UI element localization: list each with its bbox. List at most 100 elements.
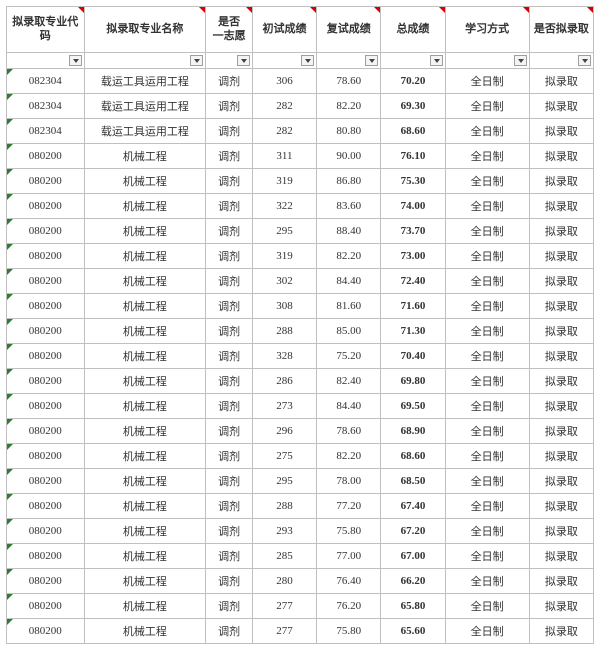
cell-major: 机械工程 [84, 294, 206, 319]
col-header-major[interactable]: 拟录取专业名称 [84, 7, 206, 53]
filter-row [7, 53, 594, 69]
cell-mode: 全日制 [445, 544, 529, 569]
cell-major: 载运工具运用工程 [84, 69, 206, 94]
cell-code: 080200 [7, 244, 85, 269]
cell-total: 67.00 [381, 544, 445, 569]
cell-mode: 全日制 [445, 69, 529, 94]
cell-wish: 调剂 [206, 419, 253, 444]
cell-wish: 调剂 [206, 144, 253, 169]
filter-dropdown-icon[interactable] [365, 55, 378, 66]
cell-retest: 82.20 [317, 94, 381, 119]
cell-mode: 全日制 [445, 144, 529, 169]
table-row: 080200机械工程调剂31982.2073.00全日制拟录取 [7, 244, 594, 269]
col-header-total[interactable]: 总成绩 [381, 7, 445, 53]
cell-mode: 全日制 [445, 519, 529, 544]
cell-major: 机械工程 [84, 319, 206, 344]
cell-wish: 调剂 [206, 69, 253, 94]
cell-mode: 全日制 [445, 344, 529, 369]
table-row: 082304载运工具运用工程调剂28280.8068.60全日制拟录取 [7, 119, 594, 144]
cell-total: 68.90 [381, 419, 445, 444]
cell-retest: 78.60 [317, 419, 381, 444]
col-header-label: 初试成绩 [262, 23, 306, 37]
col-header-prelim[interactable]: 初试成绩 [252, 7, 316, 53]
cell-retest: 82.40 [317, 369, 381, 394]
cell-major: 机械工程 [84, 244, 206, 269]
table-row: 080200机械工程调剂32283.6074.00全日制拟录取 [7, 194, 594, 219]
cell-major: 机械工程 [84, 544, 206, 569]
cell-retest: 78.60 [317, 69, 381, 94]
cell-prelim: 282 [252, 94, 316, 119]
cell-code: 080200 [7, 469, 85, 494]
cell-total: 65.60 [381, 619, 445, 644]
col-header-retest[interactable]: 复试成绩 [317, 7, 381, 53]
col-header-mode[interactable]: 学习方式 [445, 7, 529, 53]
cell-code: 080200 [7, 594, 85, 619]
cell-status: 拟录取 [529, 544, 593, 569]
cell-prelim: 286 [252, 369, 316, 394]
cell-retest: 77.00 [317, 544, 381, 569]
filter-cell-code [7, 53, 85, 69]
cell-major: 机械工程 [84, 144, 206, 169]
cell-total: 72.40 [381, 269, 445, 294]
table-row: 080200机械工程调剂27384.4069.50全日制拟录取 [7, 394, 594, 419]
cell-code: 080200 [7, 194, 85, 219]
cell-wish: 调剂 [206, 319, 253, 344]
filter-dropdown-icon[interactable] [190, 55, 203, 66]
cell-prelim: 277 [252, 594, 316, 619]
col-header-label: 是否拟录取 [534, 23, 589, 37]
table-row: 080200机械工程调剂27776.2065.80全日制拟录取 [7, 594, 594, 619]
cell-total: 73.70 [381, 219, 445, 244]
filter-dropdown-icon[interactable] [430, 55, 443, 66]
cell-wish: 调剂 [206, 544, 253, 569]
cell-prelim: 273 [252, 394, 316, 419]
cell-total: 76.10 [381, 144, 445, 169]
filter-dropdown-icon[interactable] [301, 55, 314, 66]
cell-major: 机械工程 [84, 394, 206, 419]
cell-wish: 调剂 [206, 119, 253, 144]
cell-code: 080200 [7, 369, 85, 394]
filter-cell-wish [206, 53, 253, 69]
col-header-label: 学习方式 [465, 23, 509, 37]
cell-wish: 调剂 [206, 244, 253, 269]
cell-major: 机械工程 [84, 619, 206, 644]
col-header-label: 复试成绩 [327, 23, 371, 37]
cell-total: 65.80 [381, 594, 445, 619]
cell-retest: 77.20 [317, 494, 381, 519]
header-row: 拟录取专业代 码拟录取专业名称是否 一志愿初试成绩 复试成绩总成绩 学习方式 是否拟录… [7, 7, 594, 53]
cell-retest: 82.20 [317, 244, 381, 269]
cell-status: 拟录取 [529, 619, 593, 644]
cell-wish: 调剂 [206, 594, 253, 619]
col-header-code[interactable]: 拟录取专业代 码 [7, 7, 85, 53]
filter-dropdown-icon[interactable] [237, 55, 250, 66]
cell-prelim: 311 [252, 144, 316, 169]
cell-status: 拟录取 [529, 394, 593, 419]
col-header-label: 拟录取专业代 码 [12, 16, 78, 44]
cell-retest: 76.20 [317, 594, 381, 619]
cell-mode: 全日制 [445, 469, 529, 494]
filter-dropdown-icon[interactable] [69, 55, 82, 66]
cell-prelim: 285 [252, 544, 316, 569]
cell-code: 080200 [7, 269, 85, 294]
cell-status: 拟录取 [529, 144, 593, 169]
cell-major: 载运工具运用工程 [84, 94, 206, 119]
cell-wish: 调剂 [206, 519, 253, 544]
cell-mode: 全日制 [445, 294, 529, 319]
cell-status: 拟录取 [529, 519, 593, 544]
filter-dropdown-icon[interactable] [578, 55, 591, 66]
cell-mode: 全日制 [445, 319, 529, 344]
cell-mode: 全日制 [445, 244, 529, 269]
filter-dropdown-icon[interactable] [514, 55, 527, 66]
cell-status: 拟录取 [529, 444, 593, 469]
cell-code: 080200 [7, 519, 85, 544]
cell-retest: 82.20 [317, 444, 381, 469]
table-row: 080200机械工程调剂29678.6068.90全日制拟录取 [7, 419, 594, 444]
cell-retest: 86.80 [317, 169, 381, 194]
col-header-status[interactable]: 是否拟录取 [529, 7, 593, 53]
cell-mode: 全日制 [445, 419, 529, 444]
col-header-wish[interactable]: 是否 一志愿 [206, 7, 253, 53]
cell-status: 拟录取 [529, 244, 593, 269]
cell-code: 082304 [7, 94, 85, 119]
cell-prelim: 275 [252, 444, 316, 469]
cell-prelim: 308 [252, 294, 316, 319]
cell-major: 机械工程 [84, 469, 206, 494]
